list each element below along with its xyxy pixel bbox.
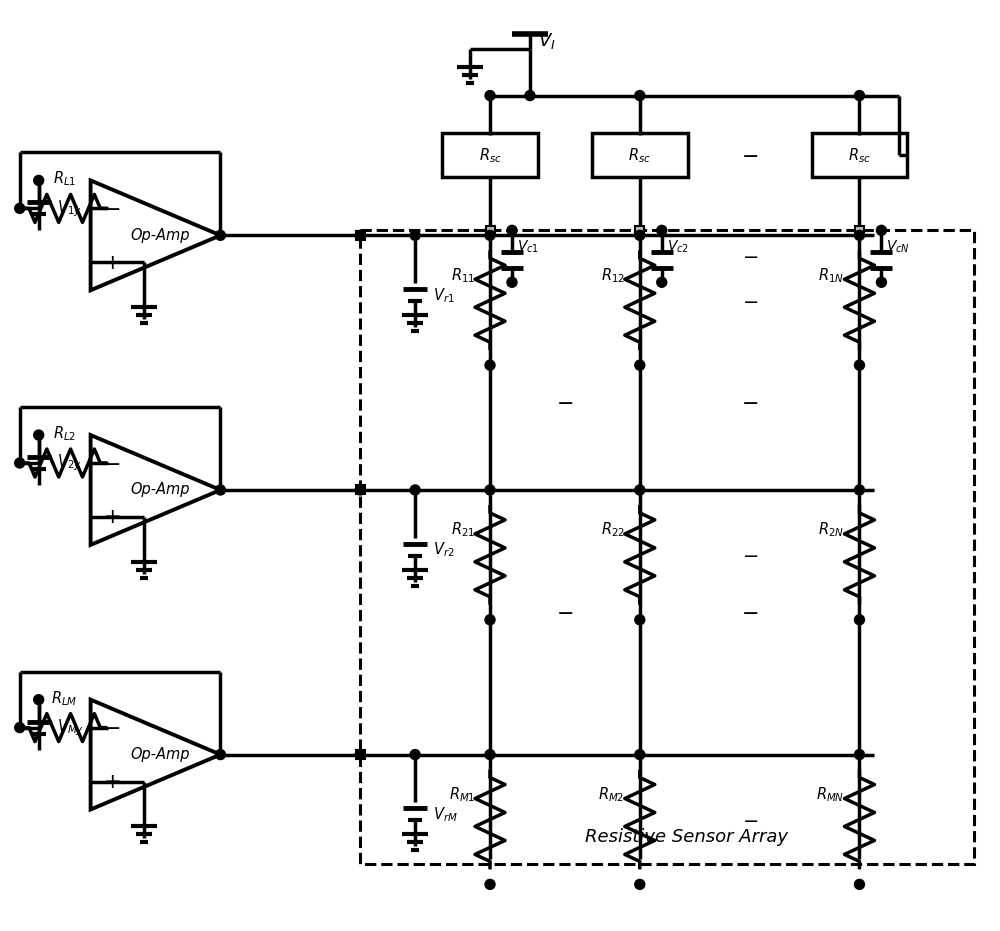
Circle shape [525,90,535,101]
Text: $R_{sc}$: $R_{sc}$ [628,146,651,165]
Circle shape [876,277,886,288]
Text: $V_{r1}$: $V_{r1}$ [433,286,455,304]
Circle shape [485,90,495,101]
Text: $V_{c2}$: $V_{c2}$ [667,238,689,255]
Circle shape [635,90,645,101]
Text: $-$: $-$ [556,601,574,622]
Circle shape [635,360,645,371]
Circle shape [635,614,645,625]
Text: $V_I$: $V_I$ [538,31,556,50]
Circle shape [215,749,225,760]
Circle shape [485,230,495,240]
Text: $R_{21}$: $R_{21}$ [451,520,475,539]
Text: $R_{sc}$: $R_{sc}$ [848,146,871,165]
Circle shape [485,360,495,371]
Circle shape [485,614,495,625]
Circle shape [657,225,667,236]
Text: $V_{My}$: $V_{My}$ [57,717,84,738]
Circle shape [507,277,517,288]
Bar [486,226,495,235]
Text: $+$: $+$ [103,507,120,528]
Text: $R_{11}$: $R_{11}$ [451,266,475,285]
Text: $-$: $-$ [741,145,758,166]
Text: $-$: $-$ [556,392,574,412]
Circle shape [635,230,645,240]
Circle shape [854,614,864,625]
Text: $-$: $-$ [103,452,120,473]
Text: $V_{cN}$: $V_{cN}$ [886,238,910,255]
Text: $R_{22}$: $R_{22}$ [601,520,625,539]
Text: $-$: $-$ [741,392,758,412]
Text: $R_{MN}$: $R_{MN}$ [816,785,844,803]
Circle shape [15,203,25,213]
Bar [855,226,864,235]
Circle shape [635,880,645,889]
Text: $V_{2y}$: $V_{2y}$ [57,452,81,473]
Bar [592,133,688,178]
Circle shape [15,722,25,733]
Text: $R_{sc}$: $R_{sc}$ [479,146,502,165]
Circle shape [34,695,44,705]
Text: $R_{L2}$: $R_{L2}$ [53,425,76,443]
Circle shape [635,485,645,495]
Bar [356,231,365,240]
Circle shape [507,225,517,236]
Text: $R_{M2}$: $R_{M2}$ [598,785,625,803]
Circle shape [34,175,44,185]
Circle shape [15,458,25,468]
Circle shape [854,360,864,371]
Text: $R_{12}$: $R_{12}$ [601,266,625,285]
Text: Op-Amp: Op-Amp [131,747,190,762]
Text: $V_{1y}$: $V_{1y}$ [57,198,81,219]
Text: $-$: $-$ [742,810,758,829]
Text: $-$: $-$ [742,546,758,564]
Circle shape [854,749,864,760]
Text: Op-Amp: Op-Amp [131,228,190,243]
Bar [356,750,365,759]
Circle shape [854,485,864,495]
Bar [812,133,907,178]
Bar [360,230,974,864]
Text: $R_{M1}$: $R_{M1}$ [449,785,475,803]
Circle shape [876,225,886,236]
Circle shape [355,485,365,495]
Circle shape [485,749,495,760]
Bar [442,133,538,178]
Circle shape [854,230,864,240]
Text: $-$: $-$ [103,717,120,737]
Text: $-$: $-$ [742,246,758,264]
Text: Op-Amp: Op-Amp [131,482,190,497]
Bar [635,226,644,235]
Text: $-$: $-$ [742,290,758,310]
Text: $-$: $-$ [741,601,758,622]
Circle shape [215,485,225,495]
Text: $R_{LM}$: $R_{LM}$ [51,689,78,708]
Bar [356,485,365,494]
Text: $+$: $+$ [103,772,120,792]
Text: $R_{1N}$: $R_{1N}$ [818,266,844,285]
Circle shape [657,277,667,288]
Circle shape [355,749,365,760]
Circle shape [485,880,495,889]
Text: $R_{L1}$: $R_{L1}$ [53,169,76,188]
Circle shape [854,90,864,101]
Text: $V_{c1}$: $V_{c1}$ [517,238,539,255]
Circle shape [355,230,365,240]
Circle shape [635,749,645,760]
Circle shape [410,230,420,240]
Circle shape [410,485,420,495]
Text: $+$: $+$ [103,253,120,273]
Circle shape [215,230,225,240]
Circle shape [854,880,864,889]
Circle shape [34,430,44,440]
Text: $-$: $-$ [103,198,120,218]
Text: Resistive Sensor Array: Resistive Sensor Array [585,829,788,846]
Text: $V_{r2}$: $V_{r2}$ [433,541,455,560]
Circle shape [410,749,420,760]
Text: $R_{2N}$: $R_{2N}$ [818,520,844,539]
Text: $V_{rM}$: $V_{rM}$ [433,805,458,824]
Circle shape [485,485,495,495]
